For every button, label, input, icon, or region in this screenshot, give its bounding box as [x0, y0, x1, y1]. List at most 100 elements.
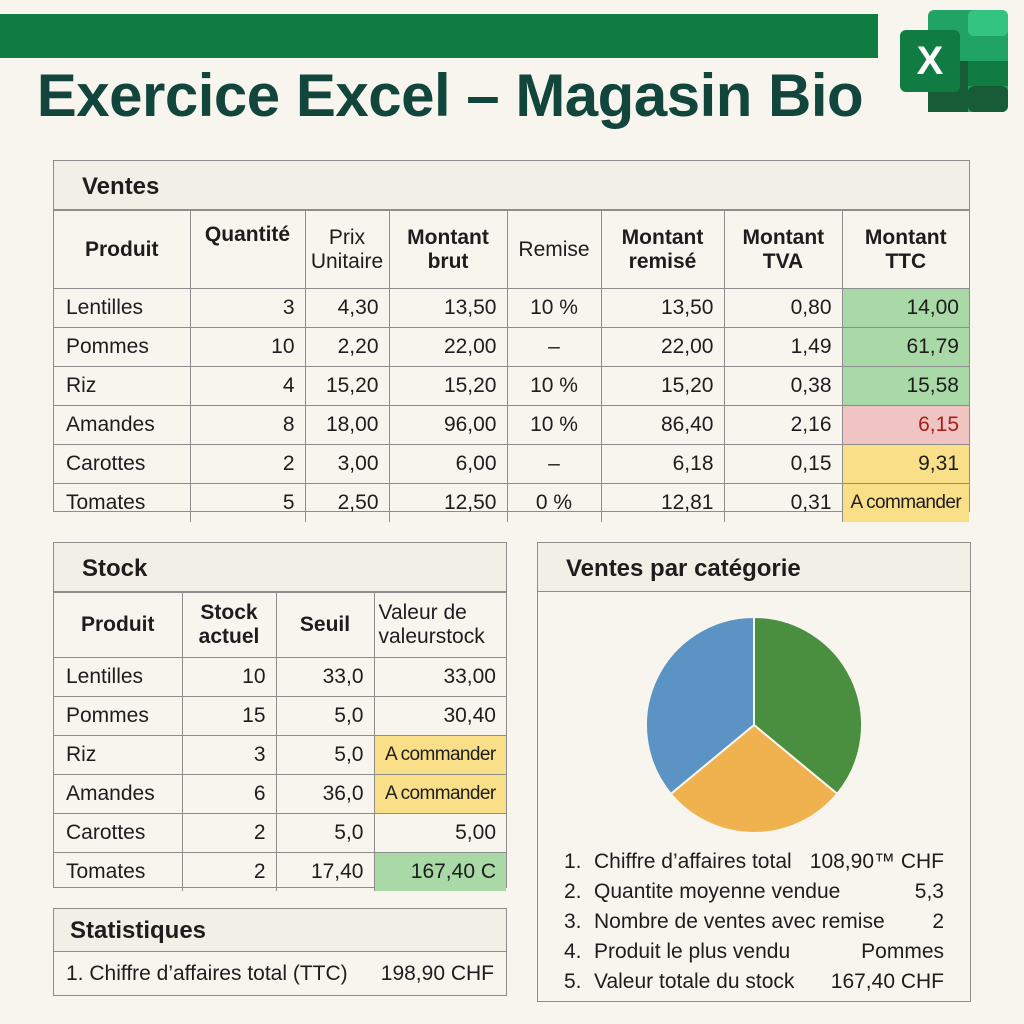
value-cell: 5,00 [373, 813, 506, 853]
stat-label: 1. Chiffre d’affaires total (TTC) [66, 962, 348, 985]
value-cell: 36,0 [275, 774, 375, 814]
col-header-produit: Produit [54, 210, 191, 289]
ventes-title: Ventes [54, 161, 969, 210]
ventes-header-row: Produit Quantité Prix Unitaire Montant b… [54, 210, 969, 289]
value-cell: 2 [181, 852, 277, 891]
ventes-panel: Ventes Produit Quantité Prix Unitaire Mo… [53, 160, 970, 522]
summary-number: 1. [564, 850, 582, 873]
value-cell: – [506, 327, 602, 367]
value-cell: A commander [373, 735, 506, 775]
value-cell: 10 [181, 657, 277, 697]
value-cell: 3 [181, 735, 277, 775]
value-cell: 22,00 [388, 327, 508, 367]
summary-item: 3. Nombre de ventes avec remise 2 [564, 907, 944, 937]
value-cell: 10 % [506, 405, 602, 445]
product-cell: Lentilles [54, 657, 183, 697]
value-cell: 30,40 [373, 696, 506, 736]
value-cell: 96,00 [388, 405, 508, 445]
product-cell: Tomates [54, 483, 191, 522]
summary-value: 5,3 [914, 880, 944, 903]
col-header-seuil: Seuil [275, 592, 375, 658]
table-row: Carottes 2 5,0 5,00 [54, 813, 506, 853]
table-row: Amandes 6 36,0 A commander [54, 774, 506, 814]
table-row: Tomates 5 2,50 12,50 0 % 12,81 0,31 A commander [54, 483, 969, 522]
value-cell: 10 % [506, 366, 602, 406]
statistiques-panel: Statistiques 1. Chiffre d’affaires total… [53, 908, 507, 996]
excel-logo-icon: X [900, 10, 1008, 112]
summary-item: 2. Quantite moyenne vendue 5,3 [564, 877, 944, 907]
summary-label: Valeur totale du stock [594, 970, 795, 993]
value-cell: 10 % [506, 288, 602, 328]
col-header-valeur-stock: Valeur de valeurstock [373, 592, 506, 658]
product-cell: Pommes [54, 696, 183, 736]
value-cell: 1,49 [723, 327, 843, 367]
value-cell: 5 [189, 483, 306, 522]
product-cell: Amandes [54, 405, 191, 445]
value-cell: 4 [189, 366, 306, 406]
summary-number: 2. [564, 880, 582, 903]
value-cell: 15,20 [600, 366, 725, 406]
value-cell: 4,30 [304, 288, 390, 328]
value-cell: 0,80 [723, 288, 843, 328]
value-cell: 9,31 [841, 444, 969, 484]
col-header-montant-ttc: Montant TTC [841, 210, 969, 289]
stock-header-row: Produit Stock actuel Seuil Valeur de val… [54, 592, 506, 658]
value-cell: 5,0 [275, 813, 375, 853]
summary-item: 1. Chiffre d’affaires total 108,90™ CHF [564, 847, 944, 877]
ventes-table: Produit Quantité Prix Unitaire Montant b… [54, 210, 969, 522]
summary-value: Pommes [861, 940, 944, 963]
value-cell: 167,40 C [373, 852, 506, 891]
product-cell: Riz [54, 366, 191, 406]
value-cell: 13,50 [388, 288, 508, 328]
product-cell: Riz [54, 735, 183, 775]
table-row: Lentilles 3 4,30 13,50 10 % 13,50 0,80 14,00 [54, 288, 969, 328]
value-cell: 13,50 [600, 288, 725, 328]
table-row: Tomates 2 17,40 167,40 C [54, 852, 506, 891]
col-header-montant-tva: Montant TVA [723, 210, 843, 289]
value-cell: 2,20 [304, 327, 390, 367]
categorie-panel: Ventes par catégorie 1. Chiffre d’affaire… [537, 542, 971, 1002]
product-cell: Carottes [54, 444, 191, 484]
value-cell: 8 [189, 405, 306, 445]
page-title: Exercice Excel – Magasin Bio [36, 62, 864, 129]
summary-label: Nombre de ventes avec remise [594, 910, 885, 933]
value-cell: 6,15 [841, 405, 969, 445]
stock-table: Produit Stock actuel Seuil Valeur de val… [54, 592, 506, 891]
value-cell: 12,81 [600, 483, 725, 522]
col-header-stock-produit: Produit [54, 592, 183, 658]
value-cell: 6,00 [388, 444, 508, 484]
summary-label: Chiffre d’affaires total [594, 850, 792, 873]
table-row: Amandes 8 18,00 96,00 10 % 86,40 2,16 6,15 [54, 405, 969, 445]
categorie-title: Ventes par catégorie [538, 543, 970, 592]
col-header-montant-remise: Montant remisé [600, 210, 725, 289]
summary-number: 5. [564, 970, 582, 993]
col-header-montant-brut: Montant brut [388, 210, 508, 289]
col-header-remise: Remise [506, 210, 602, 289]
value-cell: 6,18 [600, 444, 725, 484]
summary-number: 4. [564, 940, 582, 963]
pie-slice-2 [669, 723, 839, 834]
value-cell: 2 [181, 813, 277, 853]
summary-number: 3. [564, 910, 582, 933]
value-cell: 15,20 [388, 366, 508, 406]
summary-list: 1. Chiffre d’affaires total 108,90™ CHF 2. Q… [564, 847, 944, 997]
value-cell: 15,20 [304, 366, 390, 406]
col-header-prix-unitaire: Prix Unitaire [304, 210, 390, 289]
value-cell: 6 [181, 774, 277, 814]
value-cell: 0,38 [723, 366, 843, 406]
stat-item: 1. Chiffre d’affaires total (TTC) 198,90… [54, 952, 506, 996]
value-cell: 14,00 [841, 288, 969, 328]
table-row: Pommes 10 2,20 22,00–22,00 1,49 61,79 [54, 327, 969, 367]
value-cell: 33,0 [275, 657, 375, 697]
value-cell: 15,58 [841, 366, 969, 406]
product-cell: Tomates [54, 852, 183, 891]
product-cell: Lentilles [54, 288, 191, 328]
product-cell: Pommes [54, 327, 191, 367]
table-row: Carottes 2 3,00 6,00–6,18 0,15 9,31 [54, 444, 969, 484]
summary-value: 167,40 CHF [830, 970, 944, 993]
pie-chart [645, 615, 863, 834]
excel-logo-letter: X [917, 39, 944, 83]
value-cell: 2,16 [723, 405, 843, 445]
value-cell: – [506, 444, 602, 484]
col-header-stock-actuel: Stock actuel [181, 592, 277, 658]
